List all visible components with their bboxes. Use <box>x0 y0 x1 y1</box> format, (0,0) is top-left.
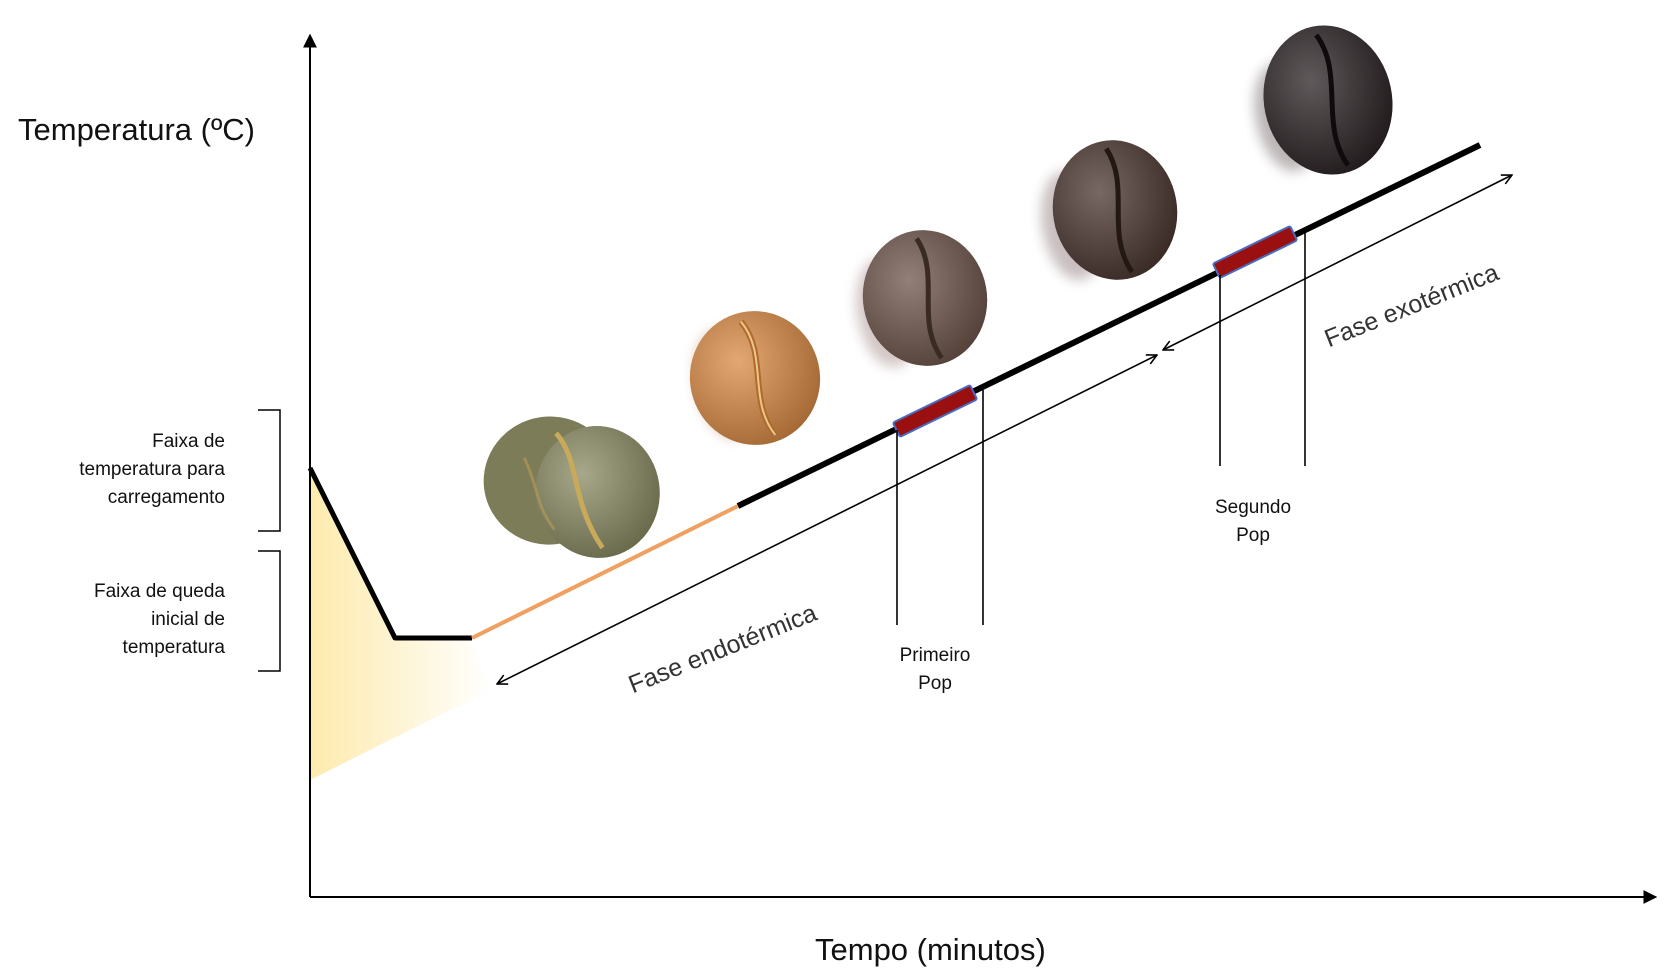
loading-range-line-1: Faixa de <box>152 431 225 452</box>
endothermic-phase-arrow <box>497 355 1157 684</box>
loading-range-bracket <box>258 409 281 532</box>
initial-drop-line-1: Faixa de queda <box>94 581 225 602</box>
light-brown-bean-icon <box>855 230 988 368</box>
warm-fill-wedge <box>310 470 490 780</box>
y-axis-title: Temperatura (ºC) <box>18 112 255 147</box>
medium-brown-bean-icon <box>1041 140 1178 281</box>
x-axis-title: Tempo (minutos) <box>815 932 1046 967</box>
initial-drop-label: Faixa de queda inicial de temperatura <box>15 578 225 662</box>
exothermic-phase-arrow <box>1163 175 1512 350</box>
loading-range-line-2: temperatura para <box>79 459 225 480</box>
yellow-bean-icon <box>689 311 821 445</box>
second-pop-line-1: Segundo <box>1214 497 1292 518</box>
first-pop-label: Primeiro Pop <box>875 642 995 698</box>
loading-range-label: Faixa de temperatura para carregamento <box>15 428 225 512</box>
second-pop-marker <box>1212 225 1298 279</box>
dark-bean-icon <box>1254 25 1393 175</box>
loading-range-line-3: carregamento <box>107 487 225 508</box>
second-pop-label: Segundo Pop <box>1193 494 1313 550</box>
first-pop-line-2: Pop <box>918 673 952 694</box>
second-pop-line-2: Pop <box>1236 525 1270 546</box>
initial-drop-bracket <box>258 550 281 672</box>
initial-drop-line-3: temperatura <box>122 637 225 658</box>
initial-drop-curve <box>307 466 472 641</box>
green-bean-icon <box>483 416 660 558</box>
initial-drop-line-2: inicial de <box>151 609 225 630</box>
first-pop-line-1: Primeiro <box>899 645 971 666</box>
first-pop-marker <box>892 384 978 438</box>
